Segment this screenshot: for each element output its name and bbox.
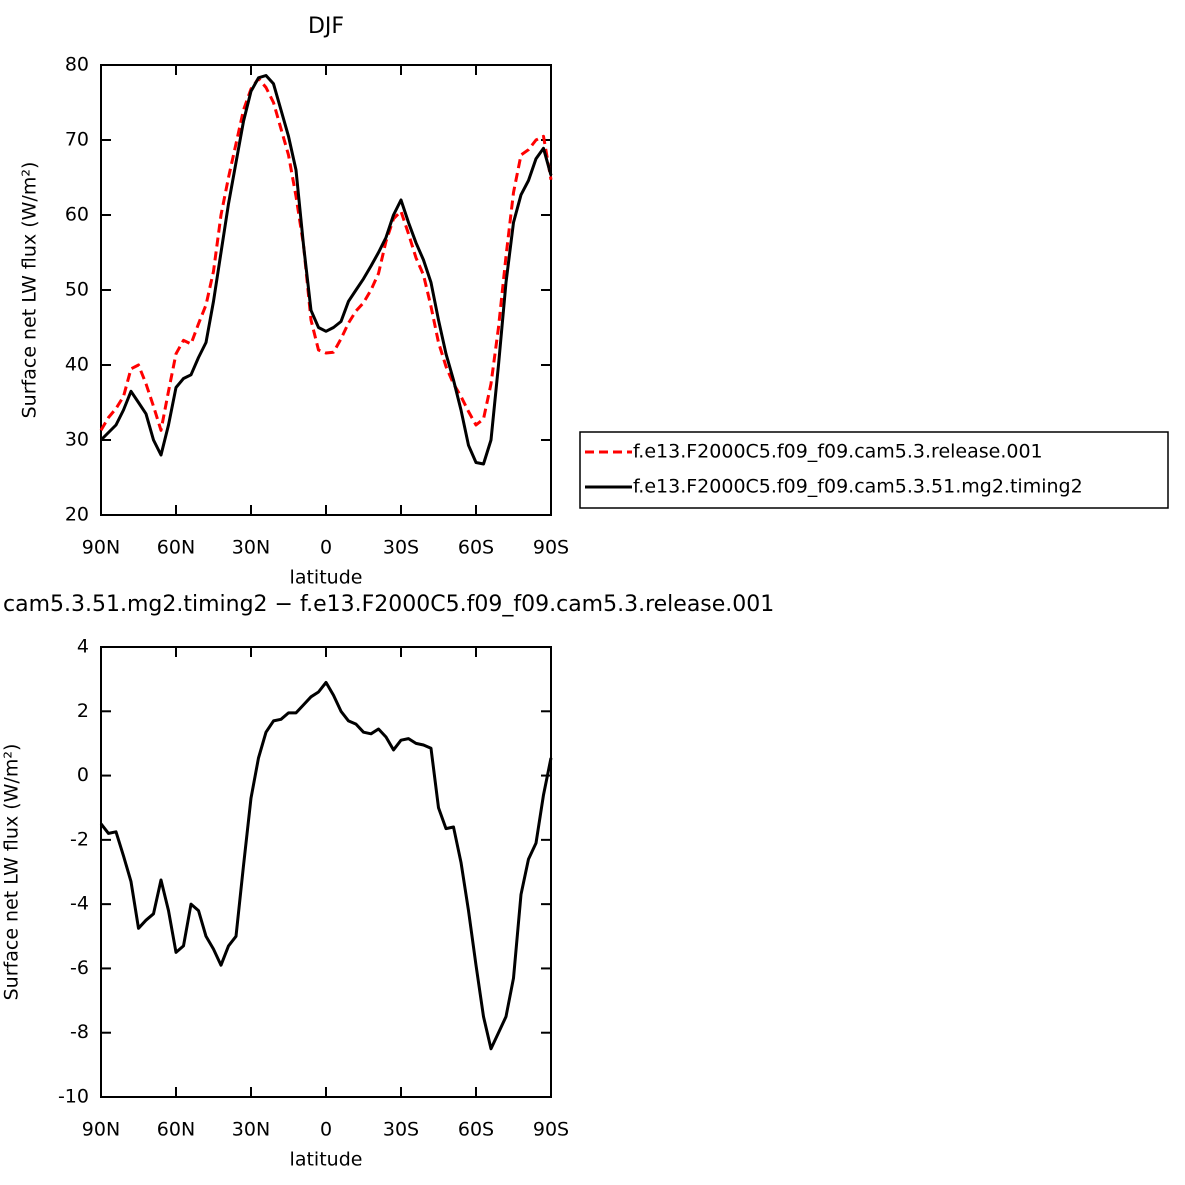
plot-frame	[100, 646, 552, 1098]
y-tick-label: -10	[58, 1086, 89, 1108]
y-tick-label: 80	[65, 54, 89, 76]
y-axis-label: Surface net LW flux (W/m²)	[1, 744, 23, 1001]
y-tick-label: 2	[77, 700, 89, 722]
legend-label: f.e13.F2000C5.f09_f09.cam5.3.release.001	[633, 441, 1043, 463]
x-tick-label: 0	[320, 537, 332, 559]
y-tick-label: -6	[70, 957, 89, 979]
y-tick-label: 0	[77, 764, 89, 786]
x-axis-label: latitude	[290, 1149, 363, 1171]
data-line	[99, 680, 553, 1051]
x-tick-label: 60S	[458, 1119, 494, 1141]
chart-title: DJF	[308, 14, 344, 39]
x-tick-label: 60N	[157, 1119, 195, 1141]
x-axis-label: latitude	[290, 567, 363, 589]
x-tick-label: 30S	[383, 1119, 419, 1141]
y-tick-label: 4	[77, 636, 89, 658]
y-axis-label: Surface net LW flux (W/m²)	[19, 162, 41, 419]
y-tick-label: 50	[65, 279, 89, 301]
x-tick-label: 30N	[232, 537, 270, 559]
x-tick-label: 90N	[82, 537, 120, 559]
y-tick-label: -4	[70, 893, 89, 915]
y-tick-label: 70	[65, 129, 89, 151]
plot-frame	[100, 64, 552, 516]
x-tick-label: 60N	[157, 537, 195, 559]
x-tick-label: 30S	[383, 537, 419, 559]
x-tick-label: 90S	[533, 1119, 569, 1141]
y-tick-label: 60	[65, 204, 89, 226]
x-tick-label: 0	[320, 1119, 332, 1141]
data-line	[99, 77, 553, 432]
data-line	[99, 74, 553, 466]
x-tick-label: 30N	[232, 1119, 270, 1141]
y-tick-label: 40	[65, 354, 89, 376]
y-tick-label: 30	[65, 429, 89, 451]
y-tick-label: -2	[70, 828, 89, 850]
legend-label: f.e13.F2000C5.f09_f09.cam5.3.51.mg2.timi…	[633, 476, 1083, 498]
y-tick-label: 20	[65, 504, 89, 526]
x-tick-label: 90S	[533, 537, 569, 559]
x-tick-label: 60S	[458, 537, 494, 559]
x-tick-label: 90N	[82, 1119, 120, 1141]
legend-box	[579, 431, 1169, 509]
y-tick-label: -8	[70, 1021, 89, 1043]
chart-title: cam5.3.51.mg2.timing2 − f.e13.F2000C5.f0…	[3, 592, 774, 617]
